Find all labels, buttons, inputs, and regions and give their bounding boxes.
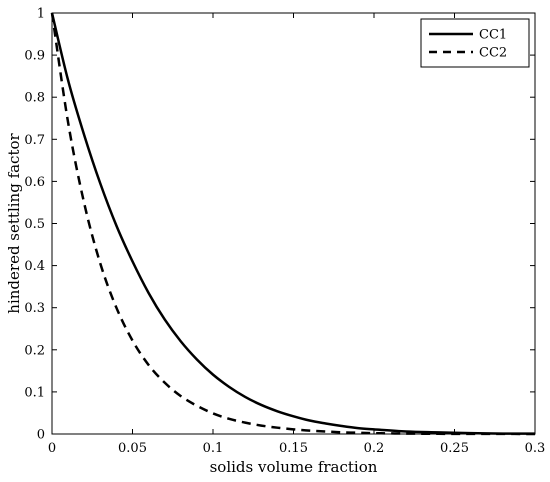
legend-box bbox=[420, 18, 530, 68]
x-tick-label: 0 bbox=[48, 441, 56, 456]
x-tick-label: 0.05 bbox=[118, 441, 147, 456]
legend-label-cc2: CC2 bbox=[479, 46, 507, 61]
y-tick-label: 0.6 bbox=[24, 175, 45, 190]
x-tick-label: 0.25 bbox=[440, 441, 469, 456]
y-tick-label: 0.5 bbox=[24, 217, 45, 232]
x-axis-label: solids volume fraction bbox=[210, 458, 378, 476]
x-tick-label: 0.1 bbox=[203, 441, 224, 456]
series-layer bbox=[50, 12, 536, 436]
legend-label-cc1: CC1 bbox=[479, 28, 507, 43]
series-line-cc2 bbox=[50, 12, 536, 436]
x-tick-label: 0.3 bbox=[525, 441, 546, 456]
axes-box bbox=[51, 12, 536, 435]
y-tick-label: 1 bbox=[37, 7, 45, 22]
y-tick-label: 0.3 bbox=[24, 301, 45, 316]
x-tick-label: 0.2 bbox=[364, 441, 385, 456]
y-tick-label: 0.1 bbox=[24, 385, 45, 400]
legend: CC1 CC2 bbox=[420, 18, 530, 68]
series-line-cc1 bbox=[50, 12, 536, 435]
y-tick-label: 0.4 bbox=[24, 259, 45, 274]
y-axis-label: hindered settling factor bbox=[5, 132, 23, 313]
y-tick-label: 0.8 bbox=[24, 91, 45, 106]
y-tick-label: 0.9 bbox=[24, 49, 45, 64]
x-tick-label: 0.15 bbox=[279, 441, 308, 456]
axis-ticks: 0 0.05 0.1 0.15 0.2 0.25 0.3 0 0.1 0.2 0.3 0.4 0.5 0.… bbox=[24, 7, 545, 457]
y-tick-label: 0.7 bbox=[24, 133, 45, 148]
y-tick-label: 0 bbox=[37, 428, 45, 443]
y-tick-label: 0.2 bbox=[24, 343, 45, 358]
